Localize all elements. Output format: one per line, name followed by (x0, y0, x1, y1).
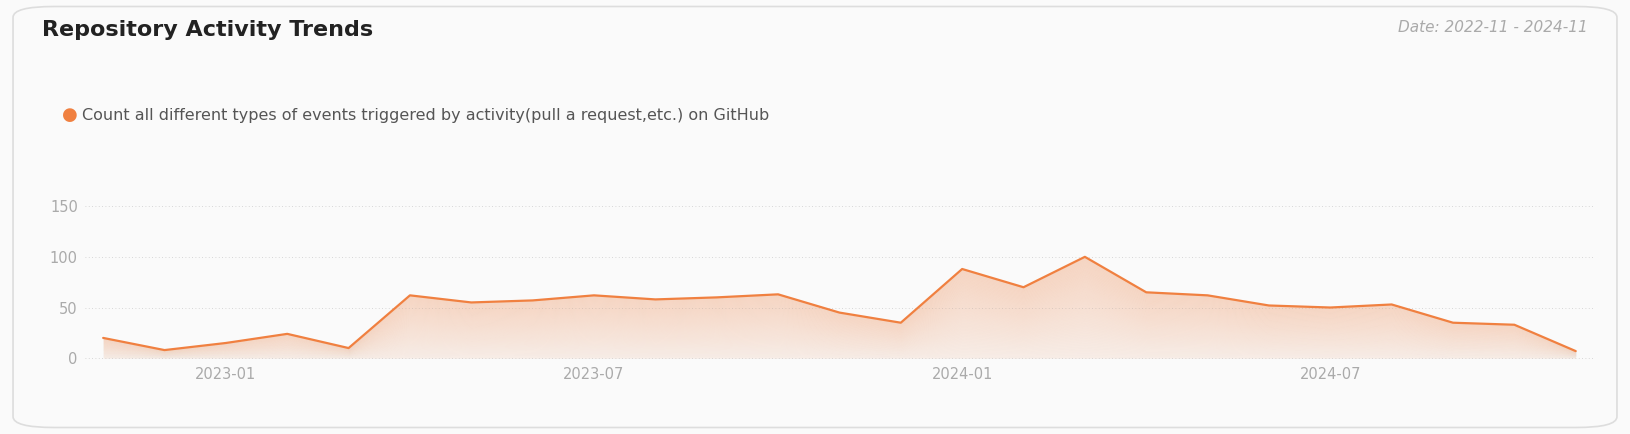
Text: Repository Activity Trends: Repository Activity Trends (42, 20, 373, 39)
Text: Date: 2022-11 - 2024-11: Date: 2022-11 - 2024-11 (1399, 20, 1588, 35)
Text: ●: ● (62, 106, 78, 124)
Text: Count all different types of events triggered by activity(pull a request,etc.) o: Count all different types of events trig… (82, 108, 769, 122)
